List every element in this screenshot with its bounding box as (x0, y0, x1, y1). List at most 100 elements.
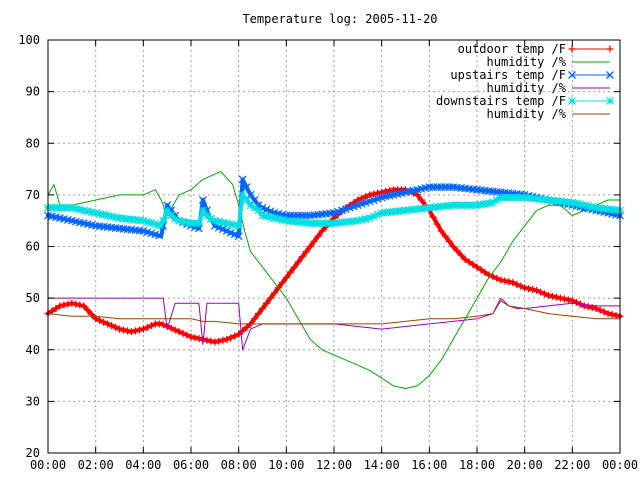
x-tick-label: 06:00 (173, 458, 209, 472)
series-marker (572, 298, 580, 306)
series-marker (59, 203, 68, 212)
series-marker (441, 202, 450, 210)
series-marker (465, 201, 473, 210)
series-marker (191, 219, 199, 228)
series-marker (274, 215, 283, 223)
x-tick-label: 00:00 (30, 458, 66, 472)
series-marker (270, 214, 279, 223)
series-marker (266, 207, 275, 216)
series-marker (243, 323, 251, 331)
series-marker (310, 219, 319, 228)
chart-title: Temperature log: 2005-11-20 (242, 12, 437, 26)
series-marker (179, 329, 187, 337)
series-2 (47, 171, 621, 389)
x-tick-label: 08:00 (221, 458, 257, 472)
series-marker (513, 280, 521, 288)
series-marker (552, 293, 560, 301)
series-marker (516, 193, 525, 202)
series-marker (552, 196, 561, 205)
legend-label: humidity /% (487, 107, 567, 121)
series-marker (517, 282, 525, 290)
series-marker (366, 191, 374, 199)
series-marker (290, 217, 299, 226)
series-marker (528, 194, 537, 203)
x-tick-label: 04:00 (125, 458, 161, 472)
series-marker (548, 196, 557, 205)
series-marker (278, 215, 287, 224)
series-marker (433, 202, 442, 211)
series-marker (95, 209, 104, 218)
series-marker (203, 336, 211, 344)
series-marker (80, 302, 88, 310)
series-marker (453, 201, 462, 210)
series-marker (250, 196, 259, 204)
series-marker (429, 203, 438, 212)
legend-marker (568, 97, 576, 105)
series-marker (63, 203, 72, 212)
series-marker (584, 202, 593, 210)
series-marker (374, 189, 382, 197)
legend-marker (568, 45, 576, 53)
series-marker (67, 203, 76, 212)
series-marker (520, 193, 529, 202)
series-marker (600, 308, 608, 316)
series-marker (143, 323, 151, 331)
series-marker (52, 203, 60, 212)
series-marker (604, 205, 613, 213)
series-marker (88, 310, 96, 318)
x-tick-label: 22:00 (554, 458, 590, 472)
series-marker (119, 214, 128, 223)
series-marker (155, 320, 163, 328)
series-marker (112, 323, 120, 331)
series-marker (207, 337, 215, 345)
series-marker (214, 223, 223, 232)
series-marker (147, 322, 155, 330)
series-marker (504, 193, 513, 202)
series-marker (361, 215, 370, 223)
series-marker (529, 286, 537, 294)
series-marker (540, 195, 549, 204)
series-marker (159, 321, 167, 329)
series-marker (234, 221, 243, 230)
series-marker (282, 216, 291, 225)
series-marker (282, 273, 290, 281)
series-marker (183, 331, 191, 339)
series-marker (175, 216, 184, 225)
series-marker (56, 302, 64, 310)
series-marker (266, 294, 274, 302)
series-marker (242, 196, 251, 204)
series-marker (171, 215, 180, 223)
series-marker (564, 296, 572, 304)
series-marker (421, 204, 430, 213)
series-marker (548, 292, 556, 300)
series-marker (75, 205, 84, 214)
series-marker (310, 237, 318, 245)
series-marker (437, 202, 446, 211)
series-marker (238, 175, 247, 184)
series-marker (255, 310, 263, 318)
series-marker (445, 201, 454, 210)
series-marker (469, 201, 477, 210)
series-marker (123, 215, 132, 223)
series-marker (353, 216, 362, 225)
series-marker (104, 320, 112, 328)
series-marker (223, 335, 231, 343)
series-marker (246, 190, 255, 199)
series-marker (242, 183, 251, 192)
series-marker (600, 204, 609, 213)
series-marker (588, 202, 597, 211)
series-marker (135, 216, 144, 225)
series-marker (461, 255, 469, 263)
series-marker (250, 203, 259, 212)
series-marker (378, 188, 386, 196)
series-marker (556, 197, 565, 206)
x-tick-label: 18:00 (459, 458, 495, 472)
series-marker (246, 201, 255, 210)
series-marker (211, 338, 219, 346)
y-tick-label: 30 (26, 394, 40, 408)
series-marker (417, 204, 426, 213)
series-marker (314, 219, 323, 228)
series-marker (365, 214, 374, 223)
